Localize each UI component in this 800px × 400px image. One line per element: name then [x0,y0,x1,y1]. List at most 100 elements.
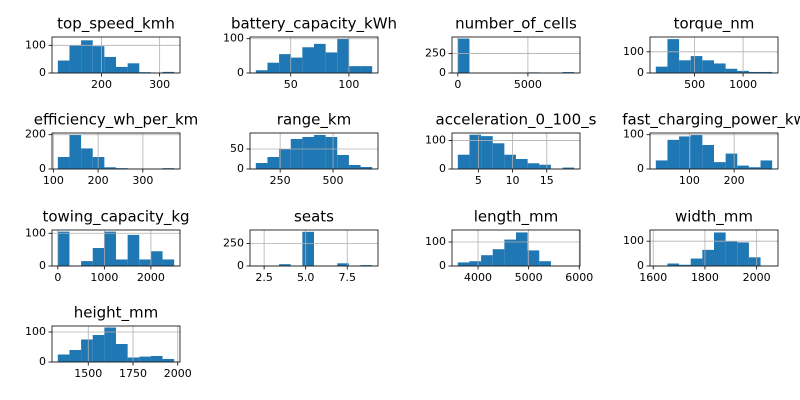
bar [104,231,116,266]
bar [667,139,680,169]
y-tick-label: 100 [25,325,46,338]
x-tick-label: 7.5 [338,271,356,284]
bar [562,72,575,73]
bar [116,66,128,73]
bar [279,54,291,73]
x-tick-label: 100 [338,78,359,91]
bar [690,134,703,169]
bar [737,165,749,169]
bar [725,68,738,73]
bar [150,356,163,362]
y-tick-label: 250 [223,237,244,250]
bar [302,231,314,266]
bar [504,154,516,169]
bar [481,136,493,169]
y-tick-label: 0 [439,259,446,272]
bar [314,135,326,169]
bar [81,339,93,362]
x-tick-label: 200 [91,78,112,91]
axes-frame [451,229,581,267]
bar [127,63,140,73]
x-tick-label: 5000 [514,78,542,91]
bar [748,257,761,266]
x-tick-label: 6000 [565,271,593,284]
bar [725,241,738,266]
x-tick-label: 0 [54,271,61,284]
axes-frame [51,229,181,267]
bar [562,167,575,169]
bar [469,134,482,169]
bar [81,261,93,266]
y-tick-label: 0 [637,66,644,79]
bar [314,43,326,73]
bar [360,167,373,169]
bar [116,344,128,362]
y-tick-label: 0 [637,162,644,175]
bar [69,134,82,169]
bar [337,38,349,73]
bar [116,259,128,266]
bar [655,160,668,169]
x-tick-label: 1800 [691,271,719,284]
x-tick-label: 2000 [137,271,165,284]
bar [267,62,280,73]
bar [748,71,761,73]
y-tick-label: 0 [637,259,644,272]
x-tick-label: 5000 [515,271,543,284]
y-tick-label: 100 [623,128,644,141]
bar [162,259,175,266]
bar [162,71,175,73]
x-tick-label: 1500 [74,367,102,380]
bar [81,148,93,169]
bar [337,155,349,169]
x-tick-label: 300 [149,78,170,91]
bar [69,45,82,73]
y-tick-label: 100 [623,45,644,58]
y-tick-label: 0 [439,162,446,175]
bar [92,248,105,266]
bar [690,56,703,73]
bar [139,259,151,266]
y-tick-label: 100 [25,38,46,51]
x-tick-label: 15 [540,174,554,187]
bar [127,357,140,362]
axes-frame [649,132,779,170]
bar [255,70,268,73]
subplot-title: fast_charging_power_kw [622,111,800,130]
bar [725,153,738,169]
bar [667,263,680,266]
bar [290,139,303,169]
subplot-title: torque_nm [674,15,755,34]
bar [92,157,105,169]
x-tick-label: 50 [284,78,298,91]
bar [104,56,116,73]
subplot-title: range_km [277,111,351,130]
bar [150,251,163,266]
bar [714,162,726,169]
bar [104,167,116,169]
bar [527,250,540,266]
subplot-title: number_of_cells [455,15,577,34]
y-tick-label: 100 [425,133,446,146]
bar [360,265,373,266]
bar [104,327,116,362]
bar [516,232,528,266]
bar [702,249,714,266]
x-tick-label: 4000 [464,271,492,284]
y-tick-label: 0 [39,355,46,368]
bar [714,232,726,266]
bar [527,163,540,169]
y-tick-label: 0 [39,162,46,175]
x-tick-label: 0 [454,78,461,91]
x-tick-label: 1750 [119,367,147,380]
bar [57,60,70,73]
bar [162,168,175,169]
x-tick-label: 200 [88,174,109,187]
y-tick-label: 0 [237,66,244,79]
bar [348,66,361,73]
bar [469,261,482,266]
bar [679,136,691,169]
bar [325,52,338,73]
bar [760,71,773,73]
axes-frame [249,229,379,267]
